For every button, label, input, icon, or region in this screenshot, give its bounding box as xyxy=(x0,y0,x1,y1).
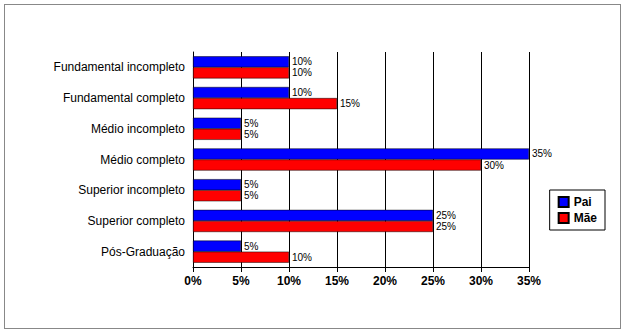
svg-text:Pós-Graduação: Pós-Graduação xyxy=(101,245,185,259)
svg-text:5%: 5% xyxy=(244,241,259,252)
svg-text:25%: 25% xyxy=(421,274,445,288)
svg-text:10%: 10% xyxy=(292,87,312,98)
svg-text:10%: 10% xyxy=(292,67,312,78)
svg-text:25%: 25% xyxy=(436,210,456,221)
svg-text:30%: 30% xyxy=(469,274,493,288)
svg-text:5%: 5% xyxy=(244,118,259,129)
svg-text:35%: 35% xyxy=(532,148,552,159)
svg-text:0%: 0% xyxy=(184,274,202,288)
svg-text:35%: 35% xyxy=(517,274,541,288)
svg-text:25%: 25% xyxy=(436,221,456,232)
svg-text:Médio incompleto: Médio incompleto xyxy=(91,122,185,136)
svg-text:Pai: Pai xyxy=(574,195,592,209)
svg-text:5%: 5% xyxy=(232,274,250,288)
svg-text:5%: 5% xyxy=(244,179,259,190)
svg-text:10%: 10% xyxy=(292,252,312,263)
svg-text:5%: 5% xyxy=(244,190,259,201)
svg-text:5%: 5% xyxy=(244,129,259,140)
svg-text:10%: 10% xyxy=(292,56,312,67)
svg-text:Fundamental incompleto: Fundamental incompleto xyxy=(54,60,186,74)
svg-text:Superior incompleto: Superior incompleto xyxy=(78,183,185,197)
svg-text:Superior completo: Superior completo xyxy=(88,214,186,228)
svg-text:10%: 10% xyxy=(277,274,301,288)
svg-text:15%: 15% xyxy=(325,274,349,288)
svg-text:Mãe: Mãe xyxy=(574,211,598,225)
svg-text:Fundamental completo: Fundamental completo xyxy=(63,91,185,105)
svg-text:30%: 30% xyxy=(484,160,504,171)
svg-text:15%: 15% xyxy=(340,98,360,109)
svg-text:20%: 20% xyxy=(373,274,397,288)
svg-text:Médio completo: Médio completo xyxy=(100,153,185,167)
